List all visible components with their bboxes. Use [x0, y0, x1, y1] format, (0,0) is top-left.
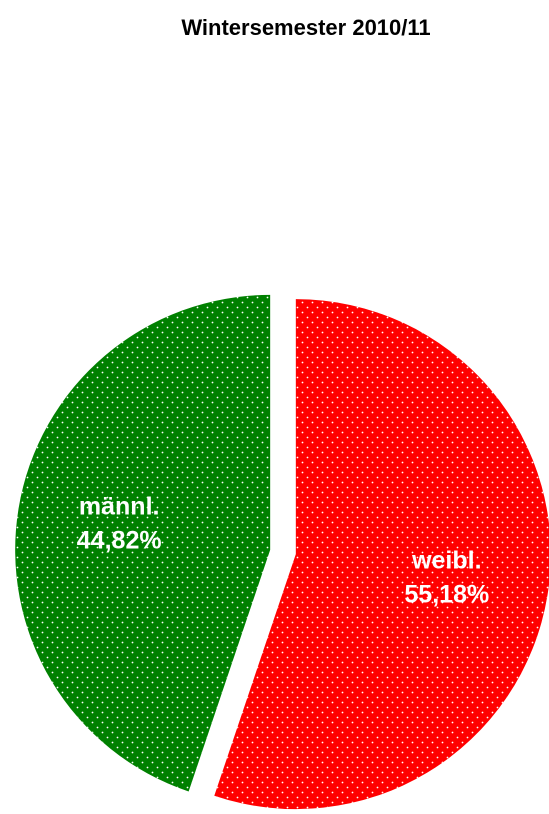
slice-value-label: 55,18% [404, 581, 489, 609]
slice-value-label: 44,82% [77, 527, 162, 555]
slice-pattern [15, 294, 271, 792]
slice-label: männl. [79, 493, 160, 521]
slice-pattern [214, 299, 549, 810]
slice-label: weibl. [411, 547, 481, 575]
chart-title: Wintersemester 2010/11 [181, 15, 430, 40]
slices: weibl. 55,18% männl. 44,82% [15, 294, 549, 810]
